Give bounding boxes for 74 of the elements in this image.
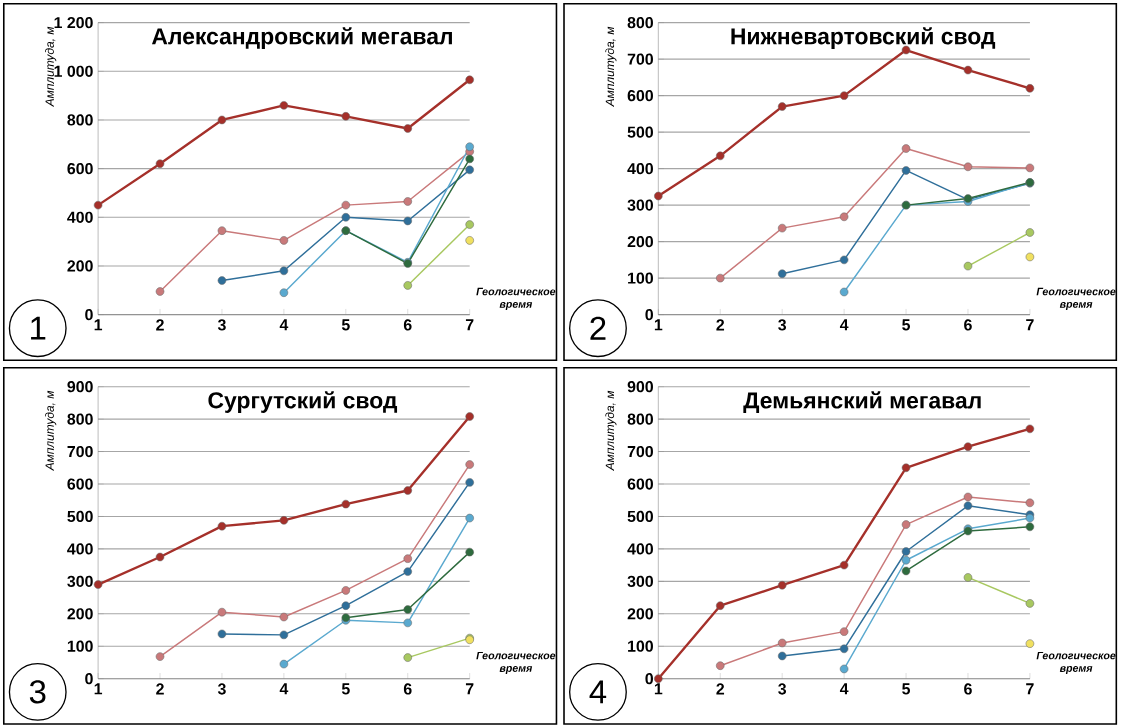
y-tick-label: 100 bbox=[628, 640, 653, 652]
x-tick-label: 2 bbox=[716, 683, 725, 695]
y-tick-label: 800 bbox=[67, 114, 93, 126]
x-tick-label: 3 bbox=[217, 683, 226, 695]
y-tick-label: 300 bbox=[627, 575, 653, 588]
y-tick-label: 200 bbox=[627, 236, 653, 248]
x-axis-title: Геологическое время bbox=[1036, 287, 1116, 311]
x-tick-label: 4 bbox=[279, 683, 289, 695]
y-tick-label: 0 bbox=[85, 309, 93, 321]
y-axis-title: Амплитуда, м bbox=[605, 26, 617, 108]
y-tick-label: 200 bbox=[627, 608, 653, 620]
x-tick-label: 6 bbox=[964, 683, 972, 695]
y-tick-label: 0 bbox=[645, 673, 653, 685]
x-tick-label: 5 bbox=[341, 319, 350, 331]
y-tick-label: 500 bbox=[627, 510, 653, 523]
chart-title: Сургутский свод bbox=[208, 391, 398, 414]
y-tick-label: 800 bbox=[627, 17, 653, 29]
y-tick-label: 600 bbox=[627, 478, 653, 490]
y-tick-label: 1 200 bbox=[54, 17, 93, 29]
y-tick-label: 0 bbox=[85, 673, 93, 685]
x-tick-label: 6 bbox=[403, 683, 412, 695]
y-tick-label: 300 bbox=[627, 199, 653, 211]
y-tick-label: 0 bbox=[645, 309, 653, 321]
x-tick-label: 7 bbox=[465, 683, 474, 695]
chart-title: Александровский мегавал bbox=[151, 27, 452, 50]
x-tick-label: 7 bbox=[465, 319, 474, 331]
x-tick-label: 3 bbox=[778, 683, 787, 695]
y-tick-label: 500 bbox=[627, 126, 653, 138]
x-tick-label: 2 bbox=[156, 683, 164, 695]
y-tick-label: 400 bbox=[627, 163, 653, 175]
x-tick-label: 2 bbox=[716, 319, 725, 331]
x-tick-label: 3 bbox=[217, 319, 226, 331]
y-tick-label: 100 bbox=[67, 640, 93, 652]
y-tick-label: 700 bbox=[67, 446, 93, 458]
y-tick-label: 600 bbox=[67, 478, 93, 490]
chart-title: Нижневартовский свод bbox=[731, 27, 996, 50]
y-tick-label: 600 bbox=[627, 90, 653, 102]
y-tick-label: 400 bbox=[67, 543, 93, 555]
y-tick-label: 400 bbox=[67, 211, 93, 224]
x-tick-label: 7 bbox=[1026, 319, 1034, 331]
x-tick-label: 4 bbox=[279, 319, 289, 331]
y-tick-label: 700 bbox=[627, 446, 653, 458]
x-axis-title: Геологическое время bbox=[1036, 652, 1116, 675]
x-tick-label: 5 bbox=[902, 683, 911, 695]
y-axis-title: Амплитуда, м bbox=[45, 390, 57, 472]
x-tick-label: 5 bbox=[902, 319, 911, 331]
x-tick-label: 6 bbox=[964, 319, 972, 331]
y-tick-label: 200 bbox=[67, 260, 93, 272]
y-tick-label: 700 bbox=[627, 53, 653, 65]
x-tick-label: 3 bbox=[778, 319, 787, 331]
x-axis-title: Геологическое время bbox=[476, 287, 556, 311]
y-tick-label: 800 bbox=[627, 413, 653, 425]
x-tick-label: 7 bbox=[1026, 683, 1034, 695]
x-tick-label: 1 bbox=[94, 683, 103, 695]
x-tick-label: 1 bbox=[654, 683, 663, 695]
x-tick-label: 5 bbox=[341, 683, 350, 695]
x-tick-label: 4 bbox=[839, 319, 849, 331]
x-tick-label: 6 bbox=[403, 319, 412, 331]
x-tick-label: 2 bbox=[156, 319, 164, 331]
y-axis-title: Амплитуда, м bbox=[605, 390, 617, 472]
y-tick-label: 500 bbox=[67, 510, 93, 523]
x-tick-label: 1 bbox=[94, 319, 103, 331]
y-tick-label: 300 bbox=[67, 575, 93, 588]
y-tick-label: 400 bbox=[627, 543, 653, 555]
y-tick-label: 900 bbox=[627, 381, 653, 393]
y-tick-label: 600 bbox=[67, 163, 93, 175]
y-tick-label: 100 bbox=[628, 272, 653, 284]
y-tick-label: 200 bbox=[67, 608, 93, 620]
y-tick-label: 900 bbox=[67, 381, 93, 393]
x-axis-title: Геологическое время bbox=[476, 652, 556, 675]
x-tick-label: 4 bbox=[839, 683, 849, 695]
x-tick-label: 1 bbox=[654, 319, 663, 331]
chart-title: Демьянский мегавал bbox=[743, 391, 981, 414]
y-tick-label: 800 bbox=[67, 413, 93, 425]
